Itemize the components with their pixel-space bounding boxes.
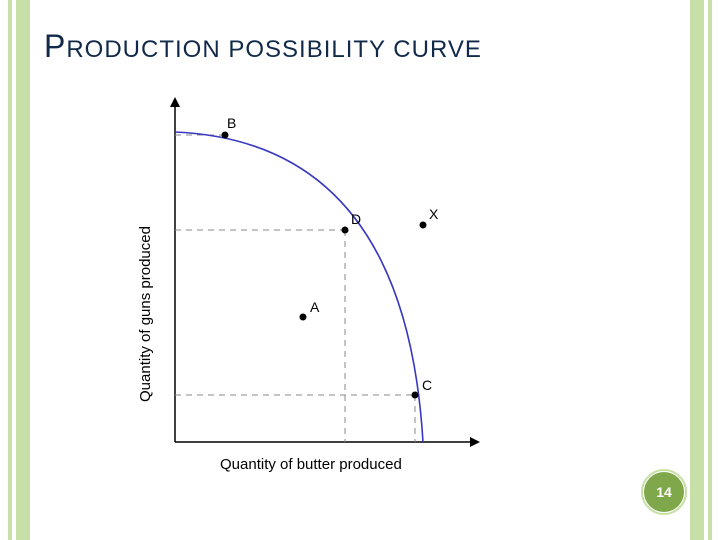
point-label-x: X (429, 206, 439, 222)
decor-stripe (16, 0, 30, 540)
decor-stripe (708, 0, 712, 540)
y-axis-label: Quantity of guns produced (137, 226, 154, 402)
decor-stripe (8, 0, 12, 540)
title-rest: RODUCTION POSSIBILITY CURVE (66, 36, 482, 63)
point-label-b: B (227, 115, 236, 131)
page-title: PRODUCTION POSSIBILITY CURVE (44, 28, 482, 65)
chart-svg: B D X A C (115, 72, 515, 492)
title-cap: P (44, 28, 66, 64)
badge-ring (641, 469, 687, 515)
point-label-d: D (351, 211, 361, 227)
point-label-c: C (422, 377, 432, 393)
page-number-badge: 14 (644, 472, 684, 512)
decor-stripe (690, 0, 704, 540)
x-axis-label: Quantity of butter produced (220, 456, 402, 473)
ppc-chart: B D X A C Quantity of guns produced Quantity… (115, 72, 515, 492)
slide: PRODUCTION POSSIBILITY CURVE B D X A C Quant… (0, 0, 720, 540)
point-label-a: A (310, 299, 320, 315)
